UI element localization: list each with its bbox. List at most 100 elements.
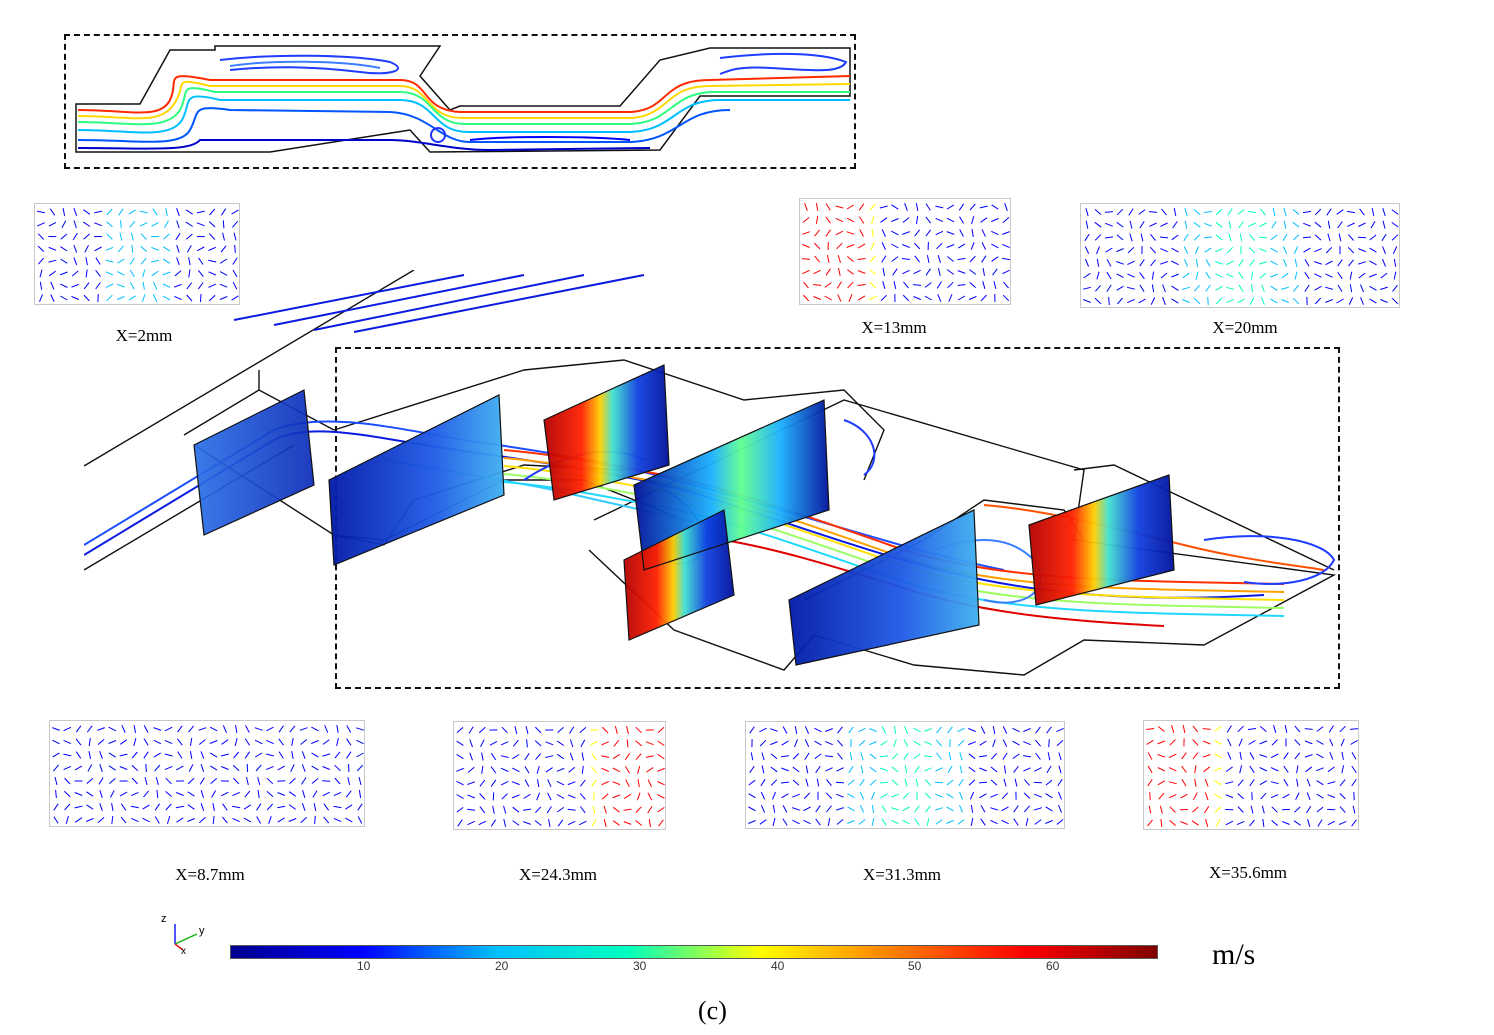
velocity-vector xyxy=(1002,752,1008,760)
velocity-vector xyxy=(1162,284,1166,293)
velocity-vector xyxy=(1160,222,1168,227)
velocity-vector xyxy=(1215,819,1221,827)
velocity-vector xyxy=(314,815,316,825)
colorbar-tick-50: 50 xyxy=(908,959,922,973)
velocity-vector xyxy=(299,727,308,731)
velocity-vector xyxy=(254,727,263,731)
velocity-vector xyxy=(849,752,853,761)
velocity-vector xyxy=(925,268,931,276)
velocity-vector xyxy=(1339,725,1346,733)
velocity-vector xyxy=(893,726,897,734)
velocity-vector xyxy=(1149,246,1157,254)
velocity-vector xyxy=(1296,778,1299,787)
velocity-vector xyxy=(500,767,509,772)
velocity-vector xyxy=(1338,233,1342,242)
velocity-vector xyxy=(133,737,137,747)
velocity-vector xyxy=(500,741,509,746)
velocity-vector xyxy=(1192,806,1199,813)
velocity-vector xyxy=(524,753,530,761)
velocity-vector xyxy=(760,778,766,787)
velocity-vector xyxy=(1348,297,1354,305)
velocity-vector xyxy=(792,779,800,786)
velocity-vector xyxy=(891,819,899,825)
velocity-vector xyxy=(1171,285,1179,291)
velocity-vector xyxy=(970,817,974,827)
velocity-vector xyxy=(567,781,576,786)
velocity-vector xyxy=(980,217,988,223)
velocity-vector xyxy=(1339,779,1346,787)
velocity-vector xyxy=(1270,247,1278,253)
velocity-vector xyxy=(623,793,632,800)
velocity-vector xyxy=(188,725,194,733)
velocity-vector xyxy=(814,255,820,263)
velocity-vector xyxy=(892,268,898,276)
velocity-vector xyxy=(802,217,810,223)
velocity-vector xyxy=(119,232,123,241)
velocity-vector xyxy=(187,818,195,822)
velocity-vector xyxy=(1168,781,1177,785)
velocity-vector xyxy=(1047,752,1051,761)
velocity-vector xyxy=(803,792,811,799)
velocity-vector xyxy=(153,752,162,758)
velocity-vector xyxy=(958,203,965,211)
velocity-vector xyxy=(1325,299,1333,303)
velocity-vector xyxy=(1058,791,1062,800)
velocity-vector xyxy=(635,726,642,734)
velocity-vector xyxy=(186,282,193,290)
velocity-vector xyxy=(860,765,864,774)
velocity-vector xyxy=(232,805,241,809)
velocity-vector xyxy=(185,209,193,215)
velocity-vector xyxy=(1226,298,1234,304)
velocity-vector xyxy=(902,231,910,235)
velocity-vector xyxy=(535,726,542,734)
velocity-vector xyxy=(1270,781,1279,785)
section-panel-x20 xyxy=(1080,203,1400,308)
velocity-vector xyxy=(88,737,91,747)
velocity-vector xyxy=(536,792,541,801)
velocity-vector xyxy=(165,791,172,797)
velocity-vector xyxy=(1116,273,1124,278)
velocity-vector xyxy=(603,805,607,814)
velocity-vector xyxy=(924,767,932,772)
velocity-vector xyxy=(1381,233,1387,242)
velocity-vector xyxy=(1193,297,1201,305)
velocity-vector xyxy=(177,751,183,759)
velocity-vector xyxy=(1157,767,1166,772)
velocity-vector xyxy=(120,803,127,811)
velocity-vector xyxy=(301,777,307,785)
velocity-vector xyxy=(39,294,43,302)
velocity-vector xyxy=(1215,248,1223,253)
velocity-vector xyxy=(545,767,553,773)
velocity-vector xyxy=(1159,805,1163,814)
velocity-vector xyxy=(1225,794,1234,799)
velocity-vector xyxy=(468,726,474,734)
velocity-vector xyxy=(1148,211,1158,213)
velocity-vector xyxy=(111,815,114,825)
velocity-vector xyxy=(759,739,767,747)
velocity-vector xyxy=(1359,208,1365,216)
velocity-vector xyxy=(836,807,844,811)
velocity-vector xyxy=(591,819,597,827)
velocity-vector xyxy=(937,267,941,277)
velocity-vector xyxy=(1193,792,1198,800)
velocity-vector xyxy=(1349,728,1358,730)
velocity-vector xyxy=(176,257,180,266)
velocity-vector xyxy=(333,817,342,823)
velocity-vector xyxy=(948,294,953,302)
velocity-vector xyxy=(65,816,69,824)
velocity-vector xyxy=(243,804,252,810)
velocity-vector xyxy=(1391,221,1399,228)
velocity-vector xyxy=(1258,236,1268,239)
velocity-vector xyxy=(221,791,229,797)
velocity-vector xyxy=(1292,234,1300,241)
velocity-vector xyxy=(859,229,864,237)
velocity-vector xyxy=(578,820,587,826)
velocity-vector xyxy=(522,808,532,811)
velocity-vector xyxy=(1326,208,1332,216)
velocity-vector xyxy=(869,255,876,263)
velocity-vector xyxy=(1151,271,1155,280)
velocity-vector xyxy=(858,740,866,747)
velocity-vector xyxy=(625,766,630,774)
velocity-vector xyxy=(770,766,778,773)
velocity-vector xyxy=(1360,284,1364,293)
